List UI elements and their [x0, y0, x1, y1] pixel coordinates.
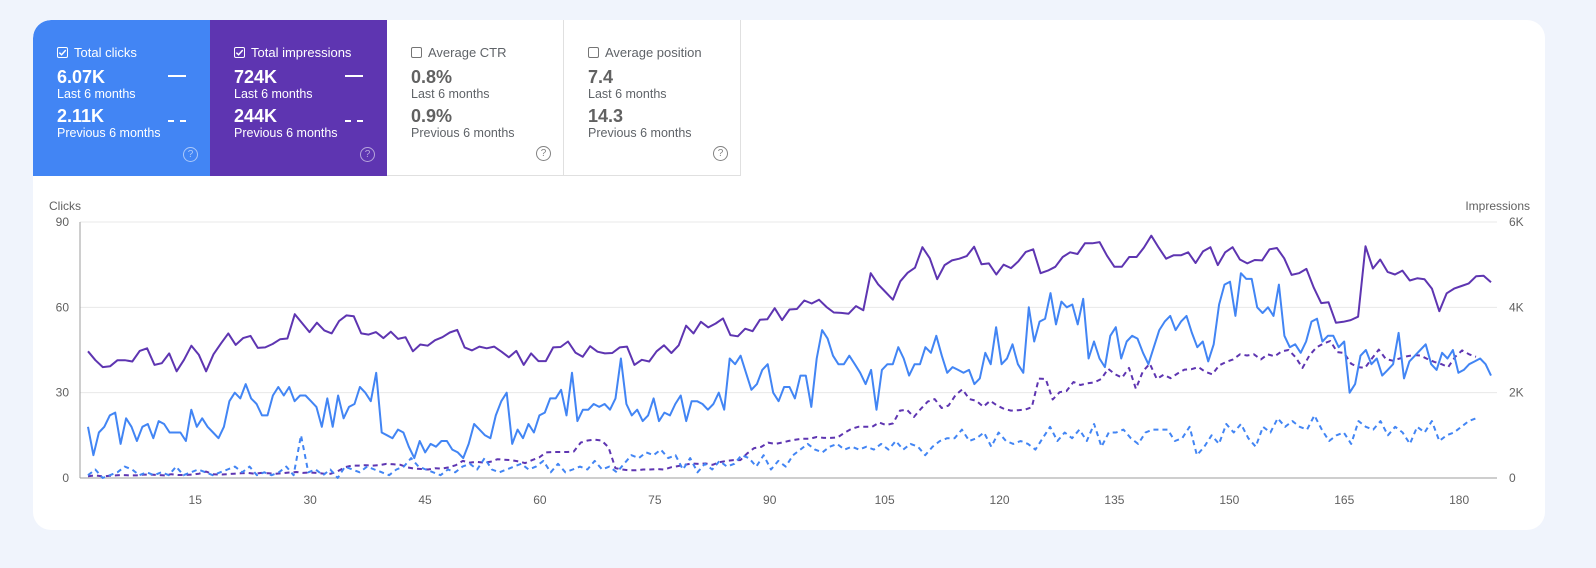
metric-current-period: Last 6 months [588, 87, 667, 101]
checkbox-checked-icon[interactable] [234, 46, 245, 58]
metric-previous-value: 2.11K [57, 106, 105, 126]
metric-current-value: 6.07K [57, 67, 106, 87]
right-axis-tick: 0 [1509, 471, 1516, 485]
help-icon[interactable]: ? [360, 147, 375, 162]
series-line-clicks-dashed [87, 414, 1477, 479]
checkbox-unchecked-icon[interactable] [411, 46, 422, 58]
metric-label: Total impressions [251, 44, 352, 60]
help-icon[interactable]: ? [713, 146, 728, 161]
right-axis-tick: 2K [1509, 386, 1524, 400]
series-line-clicks-solid [87, 272, 1492, 460]
metric-tile-total-impressions[interactable]: Total impressions 724K Last 6 months 244… [210, 20, 387, 176]
x-axis-tick: 75 [648, 493, 662, 507]
metric-current-value: 7.4 [588, 67, 614, 87]
metric-previous-period: Previous 6 months [588, 126, 692, 140]
metric-current-period: Last 6 months [234, 87, 313, 101]
left-axis-tick: 60 [56, 300, 70, 314]
performance-chart: Clicks Impressions 0 30 60 90 0 2K 4K 6K 15 30 4… [49, 199, 1530, 507]
metric-label: Average CTR [428, 44, 507, 60]
metric-current-period: Last 6 months [411, 87, 490, 101]
metric-current-value: 0.8% [411, 67, 453, 87]
dashed-line-legend-icon [168, 120, 186, 122]
metric-previous-value: 0.9% [411, 106, 453, 126]
metric-tile-average-position[interactable]: Average position 7.4 Last 6 months 14.3 … [564, 20, 741, 176]
metric-tile-total-clicks[interactable]: Total clicks 6.07K Last 6 months 2.11K P… [33, 20, 210, 176]
solid-line-legend-icon [168, 75, 186, 77]
left-axis-tick: 0 [62, 471, 69, 485]
checkbox-checked-icon[interactable] [57, 46, 68, 58]
metric-current-value: 724K [234, 67, 278, 87]
metric-current-period: Last 6 months [57, 87, 136, 101]
metric-tile-average-ctr[interactable]: Average CTR 0.8% Last 6 months 0.9% Prev… [387, 20, 564, 176]
x-axis-tick: 45 [418, 493, 432, 507]
left-axis-title: Clicks [49, 199, 81, 213]
right-axis-title: Impressions [1465, 199, 1530, 213]
metric-previous-period: Previous 6 months [57, 126, 161, 140]
checkbox-unchecked-icon[interactable] [588, 46, 599, 58]
x-axis-tick: 90 [763, 493, 777, 507]
right-axis-tick: 6K [1509, 215, 1524, 229]
x-axis-tick: 165 [1334, 493, 1354, 507]
left-axis-tick: 30 [56, 386, 70, 400]
x-axis-tick: 150 [1219, 493, 1239, 507]
x-axis-tick: 60 [533, 493, 547, 507]
performance-card: Total clicks 6.07K Last 6 months 2.11K P… [33, 20, 1545, 530]
x-axis-tick: 135 [1104, 493, 1124, 507]
x-axis-tick: 30 [303, 493, 317, 507]
dashed-line-legend-icon [345, 120, 363, 122]
metric-previous-period: Previous 6 months [411, 126, 515, 140]
metric-label: Total clicks [74, 44, 137, 60]
metric-label: Average position [605, 44, 702, 60]
x-axis-tick: 120 [990, 493, 1010, 507]
metric-previous-value: 14.3 [588, 106, 624, 126]
metric-previous-period: Previous 6 months [234, 126, 338, 140]
metric-previous-value: 244K [234, 106, 278, 126]
help-icon[interactable]: ? [183, 147, 198, 162]
metric-tiles: Total clicks 6.07K Last 6 months 2.11K P… [33, 20, 741, 176]
series-line-impressions-solid [87, 234, 1492, 373]
series-line-impressions-dashed [87, 340, 1477, 478]
right-axis-tick: 4K [1509, 300, 1524, 314]
help-icon[interactable]: ? [536, 146, 551, 161]
solid-line-legend-icon [345, 75, 363, 77]
left-axis-tick: 90 [56, 215, 70, 229]
x-axis-tick: 105 [875, 493, 895, 507]
x-axis-tick: 15 [189, 493, 203, 507]
x-axis-tick: 180 [1449, 493, 1469, 507]
